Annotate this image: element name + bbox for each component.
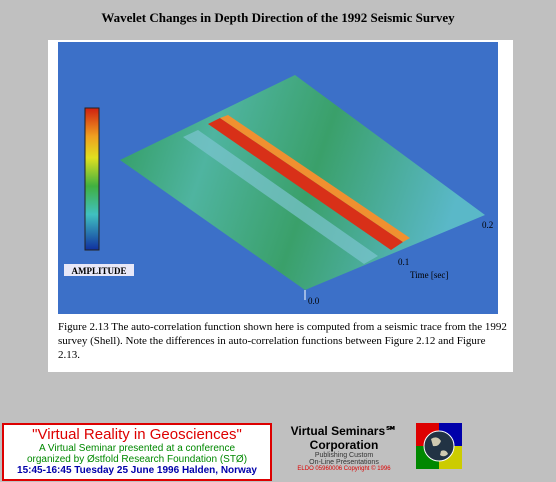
logo-globe (423, 430, 455, 462)
time-tick: 0.0 (308, 296, 320, 306)
figure-caption: Figure 2.13 The auto-correlation functio… (58, 321, 507, 361)
company-name: Corporation (309, 438, 379, 452)
seminar-schedule: 15:45-16:45 Tuesday 25 June 1996 Halden,… (17, 465, 257, 476)
page-title: Wavelet Changes in Depth Direction of th… (101, 10, 455, 25)
time-tick: 0.1 (398, 257, 409, 267)
color-bar (84, 107, 100, 251)
time-label: Time [sec] (410, 270, 448, 280)
ridge (208, 118, 403, 250)
logo (416, 423, 462, 469)
surface-plot: AMPLITUDE Time [sec] 0.0 0.1 0.2 (58, 42, 498, 314)
label-box (64, 264, 134, 276)
amplitude-label: AMPLITUDE (71, 266, 126, 276)
copyright: ELDO 05960006 Copyright © 1996 (297, 466, 391, 472)
company-box: Virtual Seminars℠ Corporation Publishing… (274, 423, 414, 479)
company-name: Virtual Seminars℠ (290, 424, 398, 438)
seminar-box: "Virtual Reality in Geosciences" A Virtu… (2, 423, 272, 481)
seminar-line: organized by Østfold Research Foundation… (26, 454, 248, 465)
logo-land (431, 437, 448, 457)
ridge-edge (220, 115, 410, 242)
seminar-line: A Virtual Seminar presented at a confere… (38, 443, 236, 454)
trough (183, 130, 378, 264)
seminar-title: "Virtual Reality in Geosciences" (32, 426, 242, 443)
tagline: Publishing Custom (314, 452, 374, 459)
time-tick: 0.2 (482, 220, 493, 230)
tagline: On-Line Presentations (309, 459, 379, 466)
